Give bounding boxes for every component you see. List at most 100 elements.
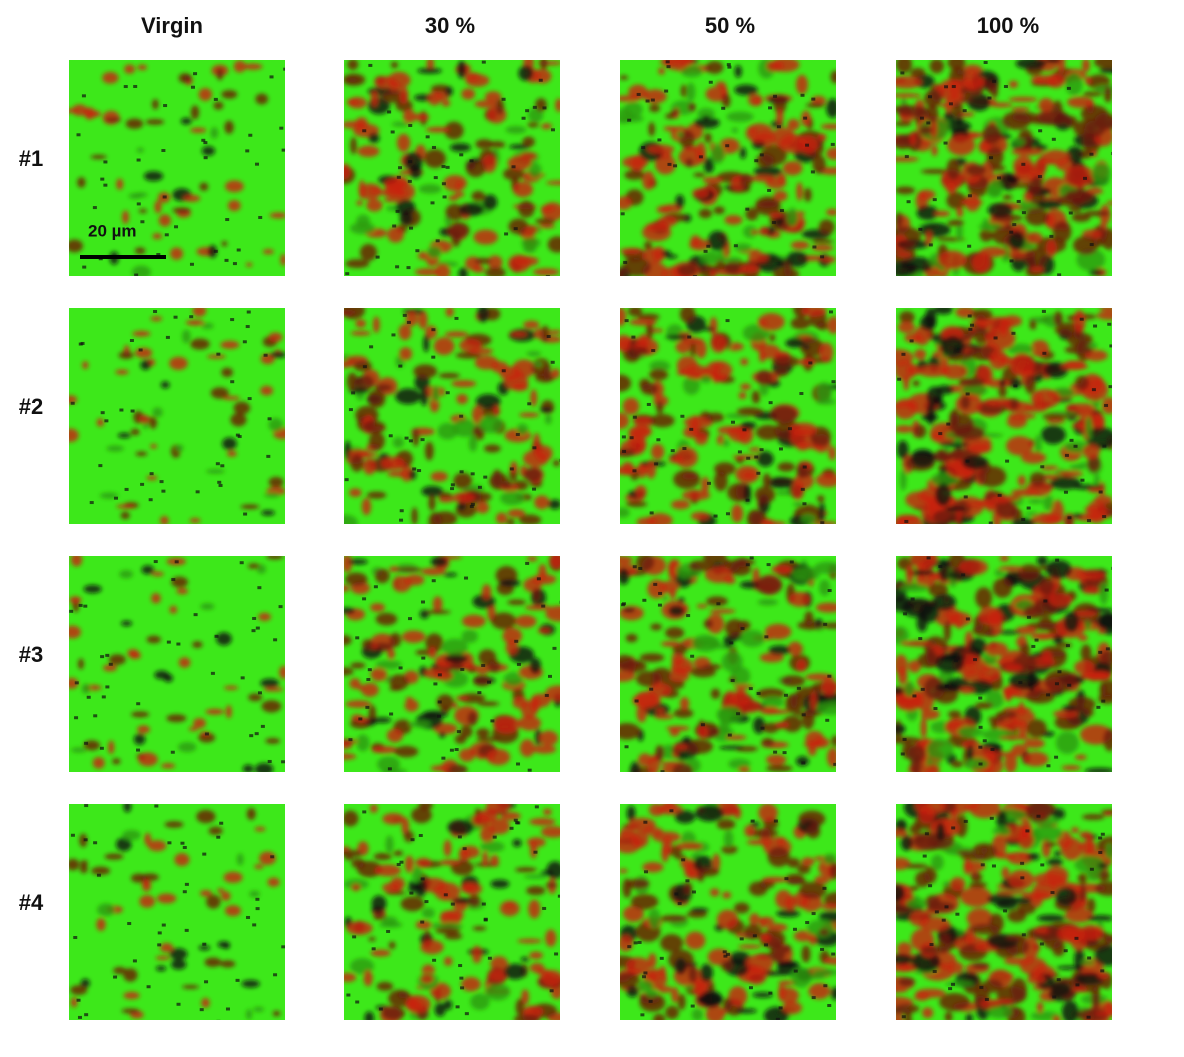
blob — [115, 369, 129, 375]
blob — [160, 381, 170, 389]
speck — [646, 402, 651, 406]
blob — [522, 136, 535, 148]
blobs — [620, 804, 836, 1020]
blob — [472, 675, 492, 687]
blob — [1082, 444, 1100, 460]
speck — [98, 464, 103, 468]
speck — [944, 85, 949, 89]
blob — [655, 744, 665, 762]
blob — [967, 93, 991, 112]
speck — [251, 629, 256, 633]
blob — [263, 687, 284, 692]
blob — [623, 607, 636, 613]
speck — [443, 893, 448, 897]
tile-bg — [69, 308, 285, 524]
blob — [690, 260, 697, 266]
blob — [456, 393, 468, 405]
speck — [657, 603, 662, 607]
blob — [280, 253, 285, 266]
blob — [421, 567, 446, 576]
blob — [923, 676, 946, 700]
blob — [443, 956, 453, 967]
blob — [359, 243, 378, 261]
speck — [792, 927, 797, 931]
blob — [380, 456, 405, 471]
blob — [418, 804, 433, 810]
blob — [1074, 754, 1087, 760]
blob — [904, 332, 924, 343]
speck — [532, 446, 537, 450]
blob — [529, 951, 543, 960]
blob — [801, 308, 827, 317]
blob — [1006, 175, 1020, 183]
speck — [210, 671, 215, 675]
speck — [1018, 681, 1023, 685]
blob — [1019, 643, 1031, 656]
blob — [955, 308, 975, 318]
speck — [1021, 162, 1026, 166]
blob — [344, 972, 357, 983]
blob — [896, 212, 903, 228]
speck — [248, 133, 253, 137]
blob — [507, 599, 527, 606]
blob — [507, 254, 531, 273]
texture — [69, 308, 285, 524]
speck — [987, 96, 992, 100]
blob — [910, 556, 938, 569]
speck — [246, 310, 251, 314]
speck — [431, 355, 436, 359]
speck — [404, 436, 409, 440]
blob — [920, 945, 951, 954]
blob — [961, 455, 988, 470]
blob — [83, 584, 102, 594]
blob — [1074, 660, 1095, 675]
speck — [255, 626, 260, 630]
blob — [491, 361, 509, 374]
speck — [245, 325, 250, 329]
blob — [1046, 858, 1063, 867]
blob — [908, 660, 922, 673]
blob — [929, 60, 945, 74]
blob — [692, 188, 710, 199]
blob — [791, 480, 805, 500]
blob — [1032, 881, 1058, 899]
speck — [681, 858, 686, 862]
blob — [261, 510, 275, 516]
speck — [283, 67, 285, 71]
speck — [1016, 199, 1021, 203]
speck — [73, 935, 78, 939]
blob — [1076, 569, 1107, 580]
blob — [669, 845, 682, 857]
speck — [648, 999, 653, 1003]
speck — [254, 162, 259, 166]
blob — [404, 574, 425, 586]
blob — [245, 262, 253, 267]
blob — [746, 839, 767, 845]
blob — [438, 372, 460, 379]
blob — [240, 504, 260, 510]
blob — [1037, 199, 1063, 210]
speck — [420, 877, 425, 881]
blob — [1086, 500, 1107, 524]
speck — [722, 950, 727, 954]
speck — [525, 561, 530, 565]
blob — [982, 124, 1002, 145]
speck — [1105, 647, 1110, 651]
blob — [758, 226, 770, 236]
blob — [135, 451, 148, 457]
speck — [420, 438, 425, 442]
blob — [979, 228, 994, 242]
speck — [946, 422, 951, 426]
micrograph — [620, 60, 836, 276]
blob — [552, 459, 560, 467]
blob — [919, 222, 951, 237]
blob — [919, 125, 932, 135]
speck — [910, 597, 915, 601]
blob — [680, 84, 688, 98]
blob — [178, 73, 192, 84]
blob — [1039, 576, 1054, 596]
speck — [459, 414, 464, 418]
speck — [362, 810, 367, 814]
blob — [926, 738, 954, 760]
speck — [407, 179, 412, 183]
